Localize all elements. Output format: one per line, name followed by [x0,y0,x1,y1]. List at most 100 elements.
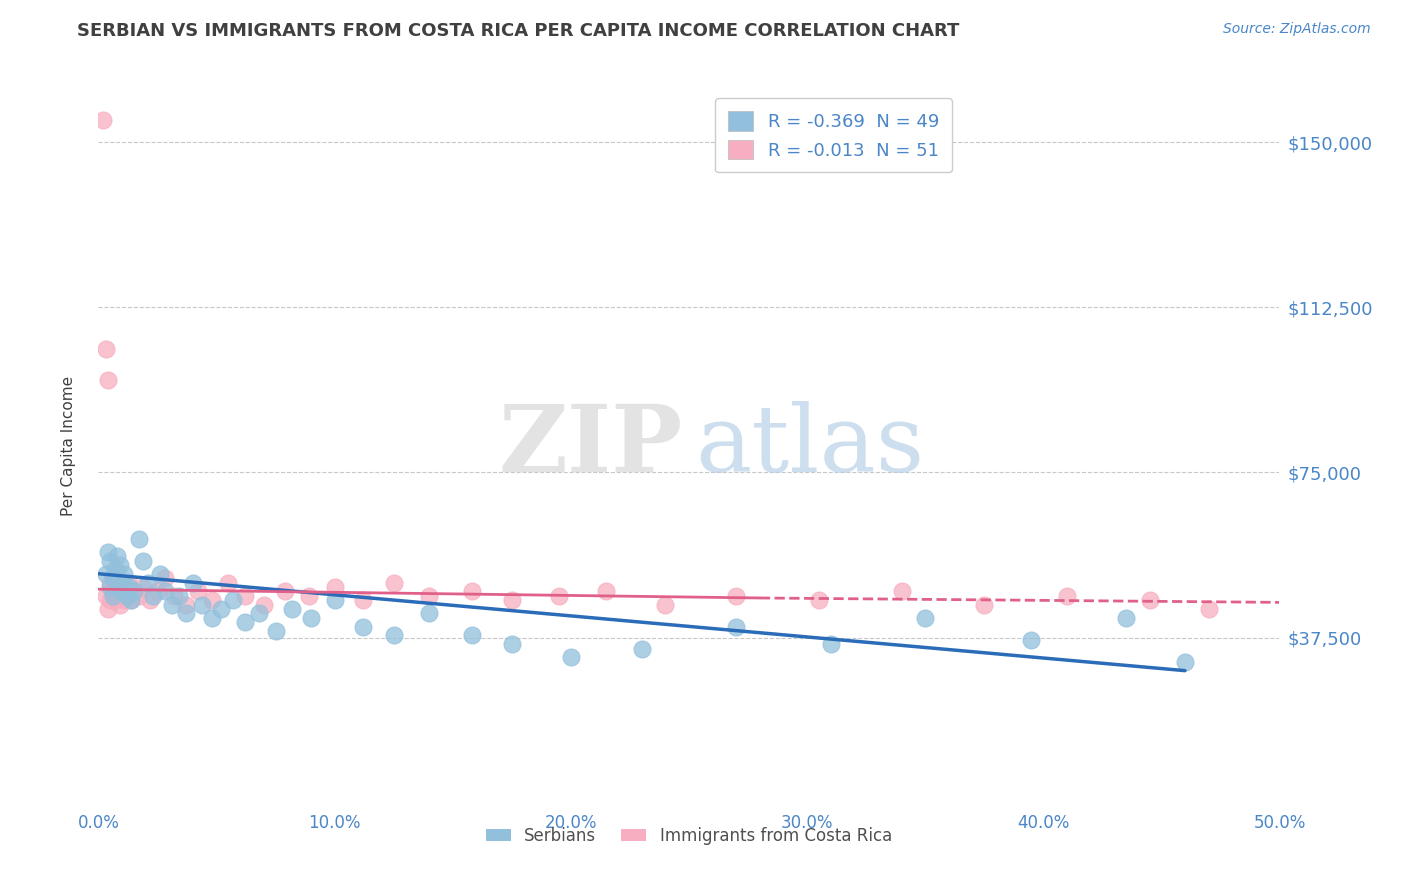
Point [181,575,204,590]
Point [105,584,128,599]
Point [97,545,120,559]
Point [91,113,114,128]
Legend: Serbians, Immigrants from Costa Rica: Serbians, Immigrants from Costa Rica [479,821,898,852]
Point [1198,602,1220,616]
Point [382,628,405,642]
Point [128,589,150,603]
Point [104,593,127,607]
Point [630,641,652,656]
Point [132,580,155,594]
Point [174,607,197,621]
Point [1021,632,1043,647]
Point [1056,589,1078,603]
Point [820,637,842,651]
Point [101,571,124,585]
Point [115,584,138,599]
Point [460,584,482,599]
Point [174,598,197,612]
Y-axis label: Per Capita Income: Per Capita Income [62,376,76,516]
Text: atlas: atlas [695,401,924,491]
Point [187,584,209,599]
Text: SERBIAN VS IMMIGRANTS FROM COSTA RICA PER CAPITA INCOME CORRELATION CHART: SERBIAN VS IMMIGRANTS FROM COSTA RICA PE… [77,22,960,40]
Point [548,589,571,603]
Point [217,575,239,590]
Point [94,342,117,356]
Point [595,584,617,599]
Point [153,571,176,585]
Point [108,589,131,603]
Point [298,589,321,603]
Point [222,593,245,607]
Point [105,549,128,563]
Point [121,593,143,607]
Point [233,589,256,603]
Point [323,580,346,594]
Point [209,602,232,616]
Point [281,602,304,616]
Point [1139,593,1161,607]
Point [136,575,159,590]
Point [101,571,124,585]
Point [132,553,155,567]
Point [560,650,582,665]
Point [352,593,374,607]
Point [890,584,912,599]
Point [118,575,141,590]
Point [460,628,482,642]
Point [101,584,124,599]
Point [142,589,165,603]
Point [167,589,190,603]
Point [725,619,748,633]
Point [128,532,150,546]
Point [111,575,134,590]
Point [108,558,131,572]
Point [274,584,297,599]
Point [973,598,995,612]
Point [418,607,440,621]
Point [501,593,523,607]
Point [247,607,270,621]
Point [112,593,135,607]
Point [111,580,134,594]
Point [160,598,183,612]
Point [111,584,134,599]
Point [122,584,145,599]
Point [94,589,117,603]
Point [122,584,145,599]
Point [191,598,214,612]
Point [104,575,127,590]
Point [98,593,121,607]
Point [914,611,936,625]
Point [253,598,276,612]
Point [153,584,176,599]
Point [105,566,128,581]
Point [807,593,830,607]
Point [97,602,120,616]
Point [149,566,172,581]
Point [352,619,374,633]
Point [299,611,322,625]
Point [201,611,224,625]
Point [146,584,169,599]
Point [101,589,124,603]
Point [121,593,143,607]
Point [1115,611,1137,625]
Point [233,615,256,630]
Point [98,575,121,590]
Point [323,593,346,607]
Point [94,566,117,581]
Text: ZIP: ZIP [499,401,683,491]
Point [112,566,135,581]
Point [104,562,127,576]
Point [501,637,523,651]
Point [115,589,138,603]
Point [139,593,162,607]
Point [725,589,748,603]
Point [418,589,440,603]
Point [1174,655,1197,669]
Point [98,580,121,594]
Point [264,624,287,638]
Point [118,580,141,594]
Point [98,553,121,567]
Point [163,589,186,603]
